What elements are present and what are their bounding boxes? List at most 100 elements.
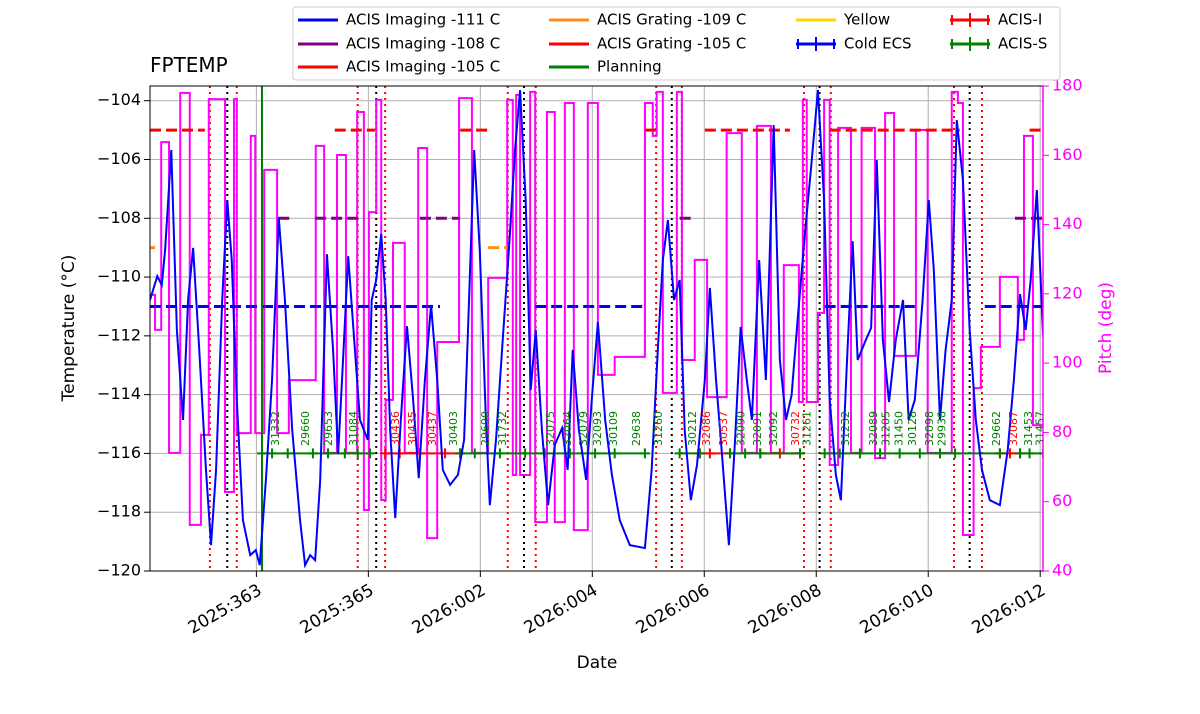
obsid-label: 29690 <box>479 411 492 446</box>
marker <box>564 448 575 459</box>
marker <box>282 448 293 459</box>
temperature-line <box>150 90 1043 569</box>
marker <box>609 448 620 459</box>
marker <box>674 448 685 459</box>
y-tick-label: −116 <box>97 443 141 462</box>
obsid-label: 32089 <box>867 411 880 446</box>
marker <box>307 448 318 459</box>
obsid-label: 29638 <box>630 411 643 446</box>
obsid-label: 31453 <box>1022 411 1035 446</box>
obsid-label: 32079 <box>577 411 590 446</box>
marker <box>875 448 886 459</box>
obsid-label: 30212 <box>686 411 699 446</box>
marker <box>934 448 945 459</box>
marker <box>1038 448 1043 459</box>
marker <box>520 448 531 459</box>
obsid-label: 31332 <box>269 411 282 446</box>
marker <box>352 448 363 459</box>
marker <box>365 448 376 459</box>
marker <box>469 448 480 459</box>
pitch-line <box>150 90 1043 540</box>
legend-marker <box>951 37 989 51</box>
x-tick-label: 2026:006 <box>633 580 714 638</box>
legend-label: ACIS Imaging -111 C <box>346 11 500 29</box>
obsid-label: 31260 <box>652 411 665 446</box>
y-tick-label: −112 <box>97 325 141 344</box>
legend-box <box>292 6 1061 81</box>
legend-label: Cold ECS <box>844 35 912 53</box>
marker <box>267 448 278 459</box>
legend-marker <box>951 13 989 27</box>
y-tick-label: −110 <box>97 267 141 286</box>
y2-tick-label: 160 <box>1052 145 1083 164</box>
x-tick-label: 2026:010 <box>857 580 938 638</box>
obsid-label: 31232 <box>839 411 852 446</box>
y2-tick-label: 80 <box>1052 422 1072 441</box>
x-tick-label: 2026:004 <box>521 580 602 638</box>
obsid-label: 32091 <box>751 411 764 446</box>
y2-tick-label: 180 <box>1052 76 1083 95</box>
obsid-label: 31450 <box>893 411 906 446</box>
obsid-label: 32098 <box>923 411 936 446</box>
y-tick-label: −104 <box>97 90 141 109</box>
obsid-label: 32093 <box>591 411 604 446</box>
x-tick-label: 2026:012 <box>969 580 1050 638</box>
obsid-label: 30403 <box>447 411 460 446</box>
legend-label: ACIS-I <box>998 11 1042 29</box>
y-tick-label: −120 <box>97 561 141 580</box>
marker <box>795 448 806 459</box>
obsid-label: 30109 <box>607 411 620 446</box>
chart-title: FPTEMP <box>150 53 228 77</box>
marker <box>639 448 650 459</box>
obsid-label: 31732 <box>496 411 509 446</box>
marker <box>740 448 751 459</box>
x-tick-label: 2026:008 <box>745 580 826 638</box>
marker <box>256 448 267 459</box>
legend-label: ACIS-S <box>998 35 1047 53</box>
legend-label: ACIS Grating -109 C <box>597 11 746 29</box>
obsid-label: 29662 <box>990 411 1003 446</box>
marker <box>494 448 505 459</box>
marker <box>914 448 925 459</box>
y2-tick-label: 100 <box>1052 353 1083 372</box>
legend-label: Planning <box>597 58 662 76</box>
x-tick-label: 2026:002 <box>409 580 490 638</box>
legend-marker <box>797 37 835 51</box>
obsid-label: 29938 <box>936 411 949 446</box>
obsid-label: 30435 <box>406 411 419 446</box>
y2-tick-label: 40 <box>1052 561 1072 580</box>
y-tick-label: −106 <box>97 149 141 168</box>
obsid-label: 32087 <box>1007 411 1020 446</box>
marker <box>380 448 391 459</box>
obsid-label: 32075 <box>544 411 557 446</box>
y-tick-label: −108 <box>97 208 141 227</box>
obsid-label: 31457 <box>1034 411 1047 446</box>
marker <box>323 448 334 459</box>
obsid-label: 31261 <box>801 411 814 446</box>
marker <box>894 448 905 459</box>
y2-tick-label: 120 <box>1052 283 1083 302</box>
y-tick-label: −118 <box>97 502 141 521</box>
obsid-label: 32064 <box>561 411 574 446</box>
marker <box>819 448 830 459</box>
obsid-label: 32092 <box>767 411 780 446</box>
y2-tick-label: 60 <box>1052 491 1072 510</box>
legend-label: ACIS Grating -105 C <box>597 35 746 53</box>
y2-tick-label: 140 <box>1052 214 1083 233</box>
legend-label: Yellow <box>843 11 890 29</box>
marker <box>1015 448 1026 459</box>
x-tick-label: 2025:365 <box>297 580 378 638</box>
obsid-label: 32086 <box>700 411 713 446</box>
legend: ACIS Imaging -111 C ACIS Imaging -108 C AC… <box>292 6 1061 81</box>
obsid-label: 30537 <box>717 411 730 446</box>
x-tick-label: 2025:363 <box>185 580 266 638</box>
obsid-label: 31084 <box>347 411 360 446</box>
marker <box>704 448 715 459</box>
obsid-label: 30437 <box>426 411 439 446</box>
legend-label: ACIS Imaging -108 C <box>346 35 500 53</box>
marker <box>854 448 865 459</box>
marker <box>994 448 1005 459</box>
marker <box>755 448 766 459</box>
marker <box>694 448 705 459</box>
